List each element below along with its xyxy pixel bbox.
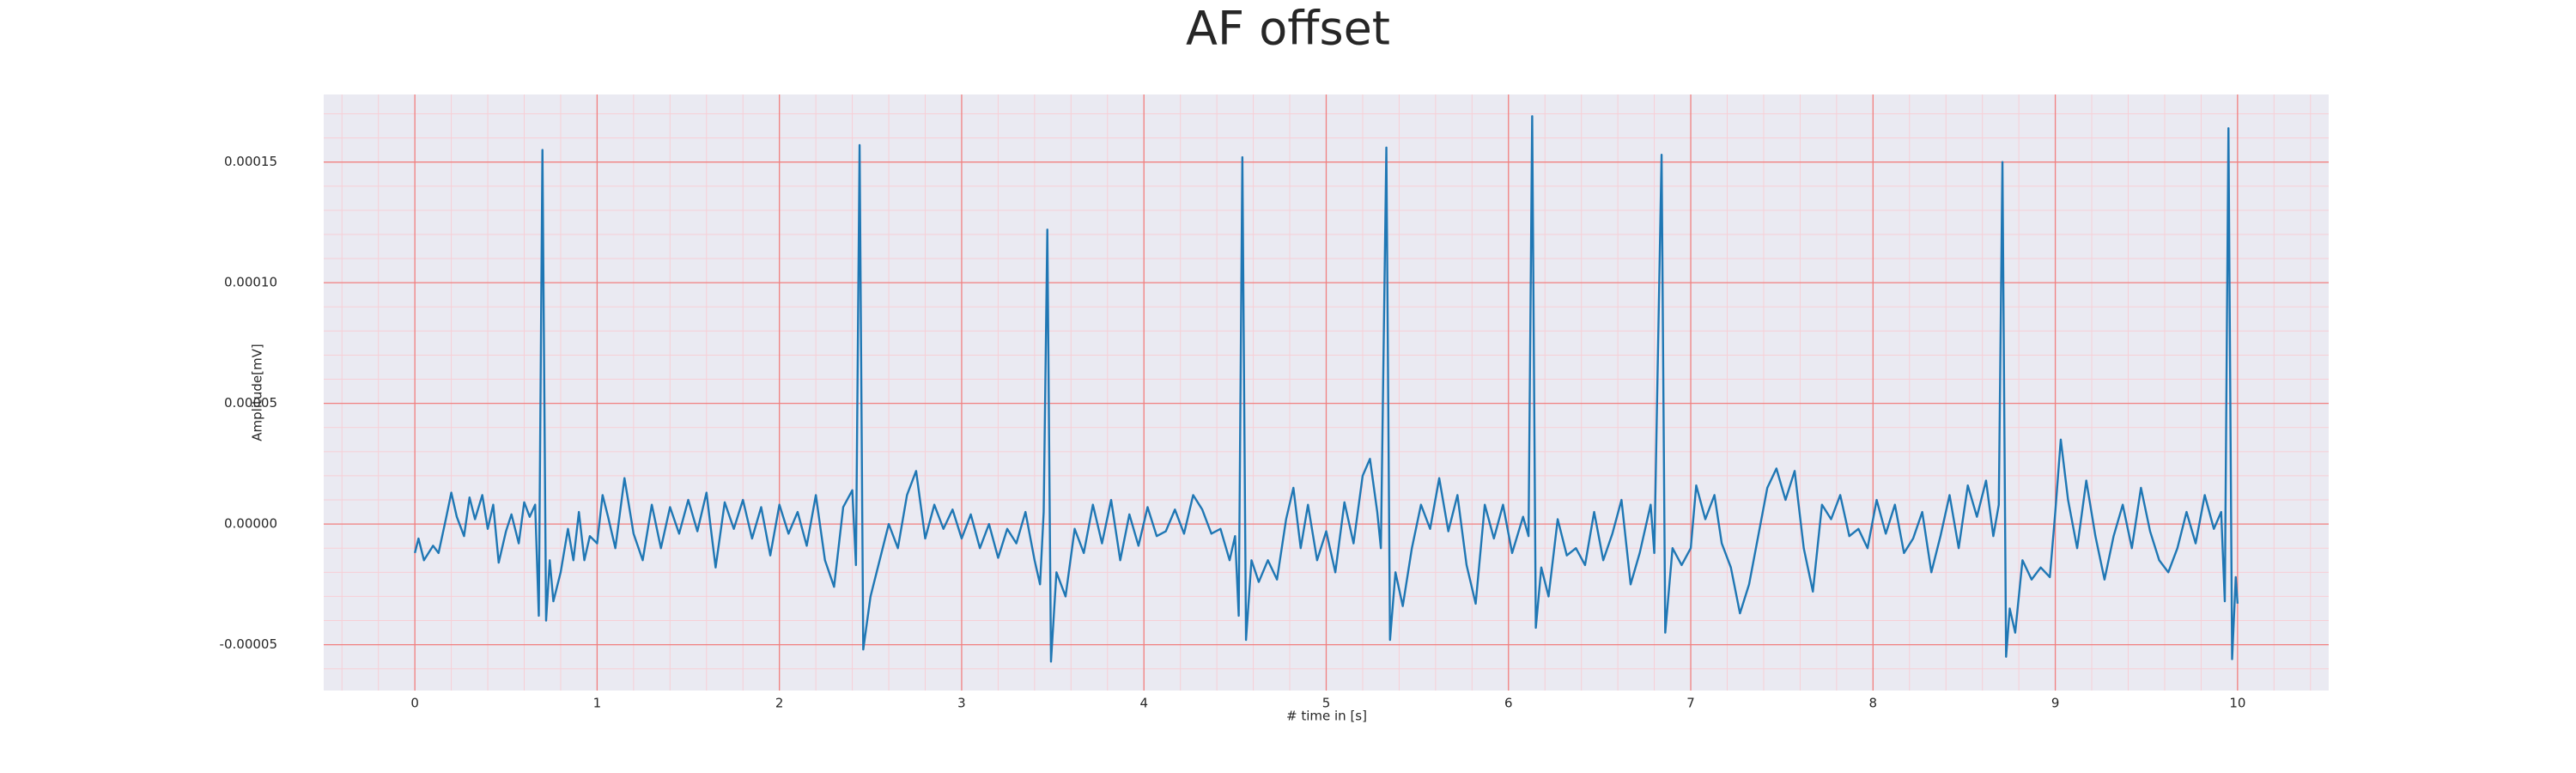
x-tick-label: 9 <box>2051 696 2060 711</box>
x-tick-label: 7 <box>1686 696 1695 711</box>
y-tick-label: 0.00000 <box>224 516 277 532</box>
chart-title: AF offset <box>1186 2 1390 56</box>
x-tick-label: 0 <box>410 696 419 711</box>
y-axis-label: Amplitude[mV] <box>250 344 265 441</box>
x-tick-label: 5 <box>1322 696 1331 711</box>
y-tick-label: -0.00005 <box>220 636 277 652</box>
signal-line <box>413 115 2239 663</box>
x-tick-label: 10 <box>2229 696 2245 711</box>
y-tick-label: 0.00005 <box>224 395 277 411</box>
x-tick-label: 3 <box>957 696 966 711</box>
x-tick-label: 4 <box>1139 696 1148 711</box>
y-tick-label: 0.00010 <box>224 275 277 290</box>
y-tick-label: 0.00015 <box>224 154 277 169</box>
x-tick-label: 6 <box>1504 696 1513 711</box>
x-tick-label: 2 <box>775 696 784 711</box>
x-axis-label: # time in [s] <box>1286 709 1367 724</box>
x-tick-label: 8 <box>1869 696 1878 711</box>
x-tick-label: 1 <box>593 696 602 711</box>
